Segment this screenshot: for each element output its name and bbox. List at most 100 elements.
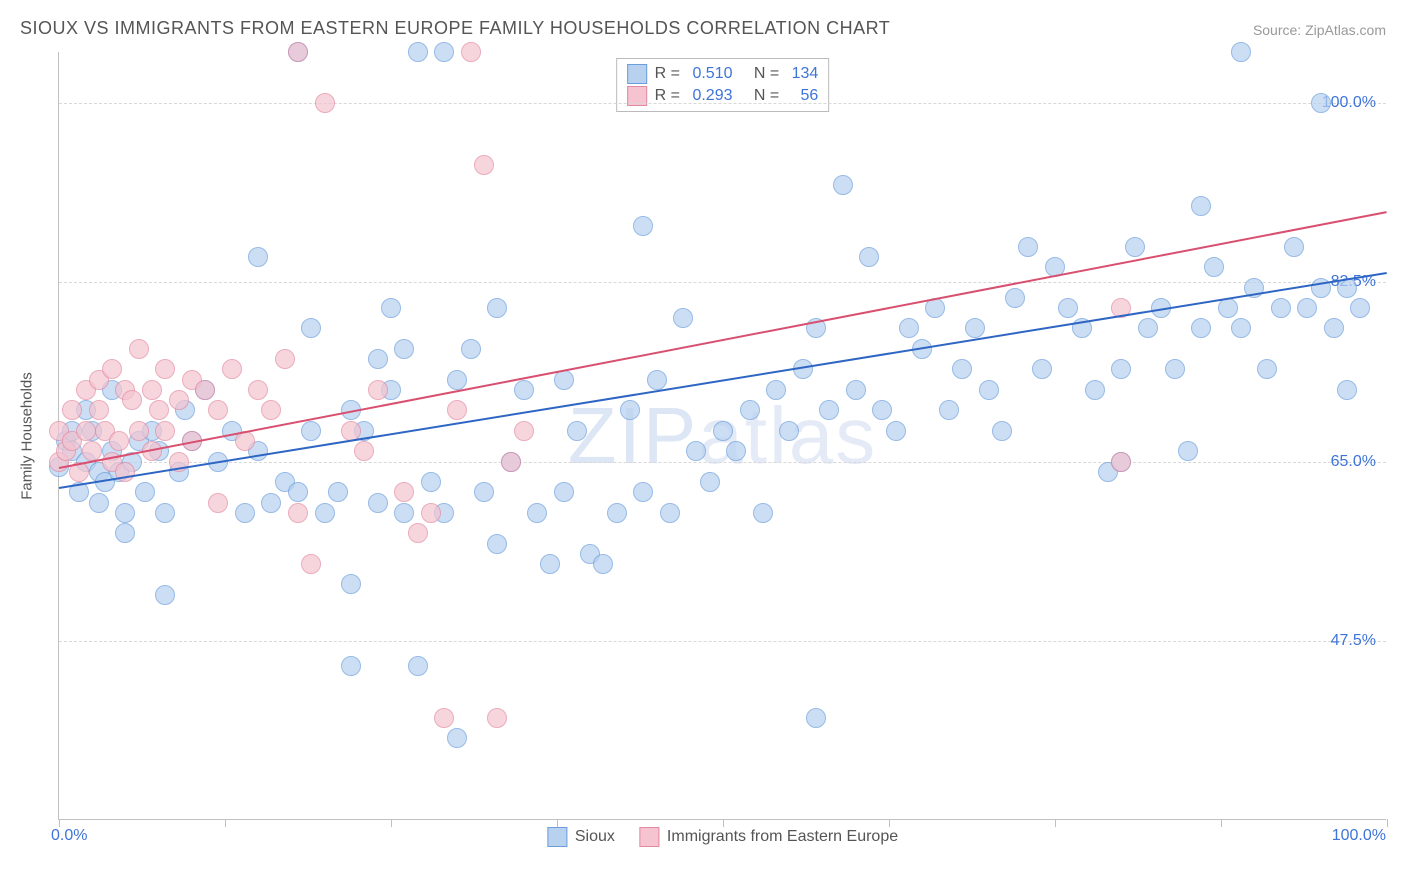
data-point (726, 441, 746, 461)
data-point (1005, 288, 1025, 308)
data-point (1271, 298, 1291, 318)
data-point (527, 503, 547, 523)
swatch-immigrants (639, 827, 659, 847)
data-point (288, 482, 308, 502)
data-point (1311, 93, 1331, 113)
gridline (59, 641, 1386, 642)
data-point (846, 380, 866, 400)
data-point (155, 421, 175, 441)
data-point (261, 493, 281, 513)
x-tick (1387, 819, 1388, 827)
x-axis-label-max: 100.0% (1332, 827, 1386, 845)
data-point (447, 400, 467, 420)
data-point (620, 400, 640, 420)
data-point (368, 380, 388, 400)
y-axis-label: Family Households (19, 372, 36, 500)
x-tick (723, 819, 724, 827)
data-point (368, 493, 388, 513)
data-point (408, 656, 428, 676)
data-point (208, 493, 228, 513)
legend-item-sioux: Sioux (547, 827, 615, 847)
data-point (1204, 257, 1224, 277)
chart-title: SIOUX VS IMMIGRANTS FROM EASTERN EUROPE … (20, 18, 890, 39)
data-point (275, 349, 295, 369)
data-point (1111, 359, 1131, 379)
legend-item-immigrants: Immigrants from Eastern Europe (639, 827, 898, 847)
data-point (394, 339, 414, 359)
data-point (301, 554, 321, 574)
data-point (1191, 196, 1211, 216)
data-point (1032, 359, 1052, 379)
data-point (886, 421, 906, 441)
data-point (208, 400, 228, 420)
data-point (1191, 318, 1211, 338)
data-point (394, 503, 414, 523)
data-point (1257, 359, 1277, 379)
data-point (540, 554, 560, 574)
data-point (673, 308, 693, 328)
data-point (62, 400, 82, 420)
source-attribution: Source: ZipAtlas.com (1253, 22, 1386, 38)
data-point (301, 318, 321, 338)
scatter-plot-area: Family Households 0.0% 100.0% ZIPatlas R… (58, 52, 1386, 820)
data-point (434, 708, 454, 728)
data-point (1231, 42, 1251, 62)
swatch-sioux (547, 827, 567, 847)
data-point (102, 359, 122, 379)
data-point (354, 441, 374, 461)
data-point (1165, 359, 1185, 379)
data-point (115, 523, 135, 543)
data-point (567, 421, 587, 441)
data-point (633, 482, 653, 502)
data-point (819, 400, 839, 420)
series-legend: Sioux Immigrants from Eastern Europe (547, 827, 898, 847)
data-point (155, 585, 175, 605)
data-point (315, 93, 335, 113)
data-point (1297, 298, 1317, 318)
data-point (514, 421, 534, 441)
data-point (554, 482, 574, 502)
data-point (939, 400, 959, 420)
data-point (1350, 298, 1370, 318)
data-point (1018, 237, 1038, 257)
x-tick (1055, 819, 1056, 827)
data-point (474, 482, 494, 502)
data-point (965, 318, 985, 338)
gridline (59, 103, 1386, 104)
data-point (149, 400, 169, 420)
data-point (487, 298, 507, 318)
data-point (1125, 237, 1145, 257)
data-point (142, 380, 162, 400)
data-point (89, 493, 109, 513)
data-point (447, 370, 467, 390)
data-point (753, 503, 773, 523)
data-point (992, 421, 1012, 441)
data-point (341, 574, 361, 594)
swatch-sioux (627, 64, 647, 84)
data-point (394, 482, 414, 502)
gridline (59, 282, 1386, 283)
data-point (514, 380, 534, 400)
data-point (408, 42, 428, 62)
data-point (1231, 318, 1251, 338)
data-point (288, 503, 308, 523)
data-point (686, 441, 706, 461)
data-point (487, 534, 507, 554)
data-point (135, 482, 155, 502)
data-point (1324, 318, 1344, 338)
x-axis-label-min: 0.0% (51, 827, 87, 845)
data-point (129, 421, 149, 441)
data-point (952, 359, 972, 379)
data-point (315, 503, 335, 523)
x-tick (391, 819, 392, 827)
data-point (1218, 298, 1238, 318)
data-point (833, 175, 853, 195)
data-point (447, 728, 467, 748)
y-tick-label: 65.0% (1331, 453, 1376, 471)
data-point (1111, 452, 1131, 472)
gridline (59, 462, 1386, 463)
data-point (1284, 237, 1304, 257)
data-point (899, 318, 919, 338)
data-point (859, 247, 879, 267)
data-point (1178, 441, 1198, 461)
